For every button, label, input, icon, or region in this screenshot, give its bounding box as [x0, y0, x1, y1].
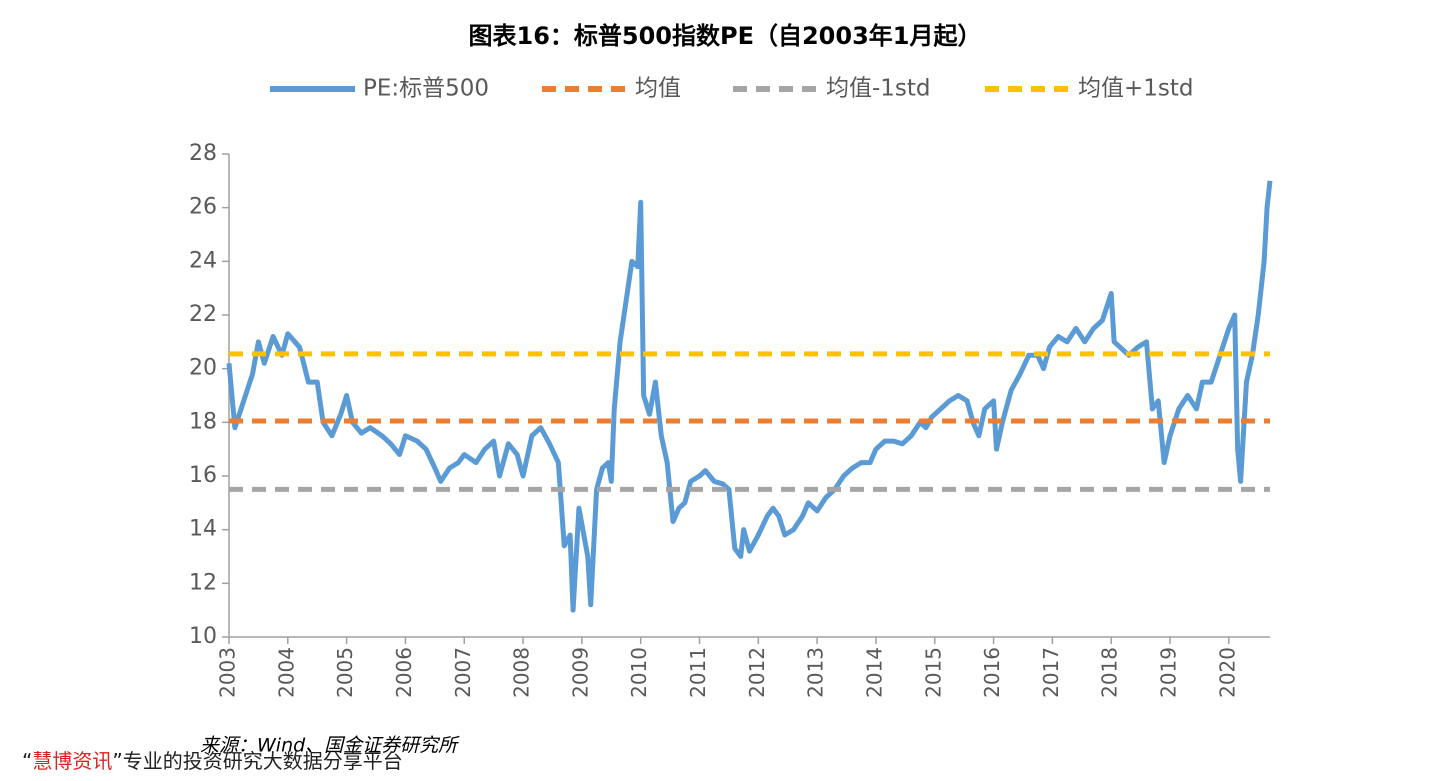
x-tick-label: 2020 — [1215, 647, 1239, 698]
x-tick-label: 2015 — [921, 647, 945, 698]
y-tick-label: 12 — [189, 570, 217, 595]
y-tick-label: 16 — [189, 463, 217, 488]
y-tick-label: 26 — [189, 195, 217, 220]
x-tick-label: 2004 — [274, 647, 298, 698]
y-tick-label: 10 — [189, 624, 217, 649]
y-tick-label: 24 — [189, 248, 217, 273]
x-tick-label: 2012 — [745, 647, 769, 698]
x-tick-label: 2007 — [451, 647, 475, 698]
slogan: ”专业的投资研究大数据分享平台 — [112, 749, 402, 773]
x-tick-label: 2013 — [804, 647, 828, 698]
y-tick-label: 20 — [189, 356, 217, 381]
x-tick-label: 2010 — [627, 647, 651, 698]
x-tick-label: 2008 — [510, 647, 534, 698]
x-tick-label: 2005 — [333, 647, 357, 698]
x-tick-label: 2016 — [980, 647, 1004, 698]
legend-label: 均值-1std — [826, 76, 931, 102]
x-tick-label: 2011 — [686, 647, 710, 698]
source: 来源：Wind、国金证券研究所 — [200, 735, 460, 757]
x-tick-label: 2019 — [1157, 647, 1181, 698]
x-tick-label: 2018 — [1098, 647, 1122, 698]
x-tick-label: 2009 — [568, 647, 592, 698]
y-tick-label: 28 — [189, 141, 217, 166]
legend-label: 均值+1std — [1078, 76, 1194, 102]
chart-title: 图表16：标普500指数PE（自2003年1月起） — [469, 22, 982, 50]
y-tick-label: 18 — [189, 409, 217, 434]
x-tick-label: 2017 — [1039, 647, 1063, 698]
brand: 慧博资讯 — [32, 749, 112, 773]
legend-label: 均值 — [635, 76, 681, 102]
watermark: “慧博资讯”专业的投资研究大数据分享平台 — [22, 749, 403, 773]
x-tick-label: 2006 — [392, 647, 416, 698]
quote: “ — [22, 749, 32, 773]
y-tick-label: 14 — [189, 517, 217, 542]
legend-label: PE:标普500 — [363, 76, 489, 102]
pe-line — [226, 180, 1273, 613]
y-tick-label: 22 — [189, 302, 217, 327]
x-tick-label: 2003 — [216, 647, 240, 698]
x-tick-label: 2014 — [862, 647, 886, 698]
